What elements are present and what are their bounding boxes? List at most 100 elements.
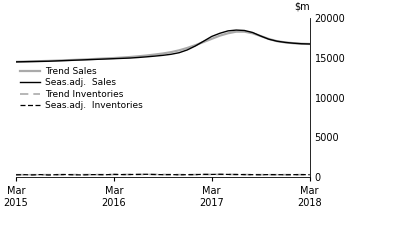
Seas.adj.  Inventories	[128, 173, 133, 176]
Seas.adj.  Sales	[112, 57, 116, 60]
Trend Inventories	[266, 173, 271, 176]
Trend Sales	[30, 60, 35, 63]
Seas.adj.  Sales	[22, 60, 27, 63]
Seas.adj.  Sales	[225, 30, 230, 32]
Line: Seas.adj.  Inventories: Seas.adj. Inventories	[16, 174, 310, 175]
Trend Sales	[177, 49, 181, 52]
Seas.adj.  Sales	[193, 44, 198, 47]
Seas.adj.  Inventories	[169, 173, 173, 176]
Trend Sales	[87, 58, 92, 61]
Seas.adj.  Inventories	[30, 174, 35, 176]
Seas.adj.  Inventories	[242, 173, 247, 176]
Seas.adj.  Sales	[275, 40, 279, 42]
Seas.adj.  Inventories	[307, 173, 312, 176]
Seas.adj.  Sales	[177, 51, 181, 54]
Seas.adj.  Inventories	[103, 173, 108, 176]
Seas.adj.  Inventories	[54, 173, 59, 176]
Seas.adj.  Inventories	[152, 173, 157, 176]
Seas.adj.  Sales	[307, 43, 312, 45]
Seas.adj.  Inventories	[283, 173, 287, 176]
Seas.adj.  Inventories	[144, 173, 149, 176]
Seas.adj.  Inventories	[119, 173, 124, 176]
Trend Inventories	[299, 173, 304, 176]
Trend Sales	[46, 59, 51, 62]
Trend Inventories	[185, 173, 190, 176]
Seas.adj.  Sales	[103, 58, 108, 60]
Trend Inventories	[30, 173, 35, 176]
Trend Inventories	[112, 173, 116, 176]
Trend Sales	[95, 57, 100, 60]
Legend: Trend Sales, Seas.adj.  Sales, Trend Inventories, Seas.adj.  Inventories: Trend Sales, Seas.adj. Sales, Trend Inve…	[20, 67, 143, 110]
Trend Sales	[160, 52, 165, 55]
Trend Sales	[250, 32, 255, 35]
Trend Inventories	[193, 173, 198, 176]
Seas.adj.  Sales	[234, 29, 239, 31]
Seas.adj.  Sales	[242, 29, 247, 32]
Seas.adj.  Sales	[71, 59, 75, 62]
Trend Sales	[291, 42, 296, 44]
Seas.adj.  Sales	[258, 35, 263, 37]
Seas.adj.  Inventories	[46, 174, 51, 176]
Trend Sales	[266, 38, 271, 40]
Trend Sales	[13, 60, 18, 63]
Trend Sales	[79, 58, 83, 61]
Trend Inventories	[13, 173, 18, 176]
Trend Sales	[258, 35, 263, 37]
Seas.adj.  Inventories	[258, 173, 263, 176]
Seas.adj.  Sales	[119, 57, 124, 60]
Trend Inventories	[258, 173, 263, 176]
Trend Inventories	[22, 173, 27, 176]
Seas.adj.  Sales	[169, 53, 173, 56]
Trend Sales	[225, 32, 230, 35]
Trend Sales	[128, 56, 133, 58]
Seas.adj.  Sales	[299, 42, 304, 45]
Trend Inventories	[234, 173, 239, 176]
Seas.adj.  Sales	[54, 59, 59, 62]
Trend Sales	[209, 37, 214, 40]
Trend Inventories	[218, 173, 222, 176]
Trend Sales	[275, 40, 279, 42]
Trend Sales	[242, 30, 247, 33]
Seas.adj.  Sales	[209, 35, 214, 38]
Trend Inventories	[283, 173, 287, 176]
Seas.adj.  Sales	[13, 60, 18, 63]
Trend Inventories	[62, 173, 67, 176]
Seas.adj.  Inventories	[234, 173, 239, 176]
Seas.adj.  Sales	[291, 42, 296, 44]
Trend Inventories	[46, 173, 51, 176]
Trend Sales	[62, 59, 67, 62]
Seas.adj.  Inventories	[177, 173, 181, 176]
Trend Sales	[144, 54, 149, 57]
Trend Sales	[22, 60, 27, 63]
Text: $m: $m	[294, 2, 310, 12]
Seas.adj.  Sales	[46, 60, 51, 63]
Seas.adj.  Sales	[144, 55, 149, 58]
Seas.adj.  Inventories	[71, 173, 75, 176]
Seas.adj.  Inventories	[185, 173, 190, 176]
Trend Sales	[169, 51, 173, 54]
Seas.adj.  Inventories	[160, 173, 165, 176]
Seas.adj.  Sales	[62, 59, 67, 62]
Seas.adj.  Inventories	[95, 173, 100, 176]
Seas.adj.  Inventories	[201, 173, 206, 176]
Seas.adj.  Sales	[266, 38, 271, 41]
Seas.adj.  Sales	[128, 57, 133, 59]
Trend Inventories	[250, 173, 255, 176]
Trend Inventories	[307, 173, 312, 176]
Seas.adj.  Inventories	[79, 174, 83, 176]
Trend Sales	[283, 41, 287, 44]
Trend Sales	[152, 53, 157, 56]
Seas.adj.  Inventories	[291, 173, 296, 176]
Seas.adj.  Sales	[250, 31, 255, 34]
Seas.adj.  Inventories	[38, 173, 43, 176]
Line: Seas.adj.  Sales: Seas.adj. Sales	[16, 30, 310, 62]
Trend Inventories	[71, 173, 75, 176]
Trend Inventories	[242, 173, 247, 176]
Seas.adj.  Inventories	[218, 173, 222, 176]
Trend Inventories	[225, 173, 230, 176]
Seas.adj.  Inventories	[87, 173, 92, 176]
Seas.adj.  Sales	[79, 59, 83, 61]
Seas.adj.  Inventories	[299, 173, 304, 176]
Trend Sales	[234, 30, 239, 33]
Line: Trend Inventories: Trend Inventories	[16, 174, 310, 175]
